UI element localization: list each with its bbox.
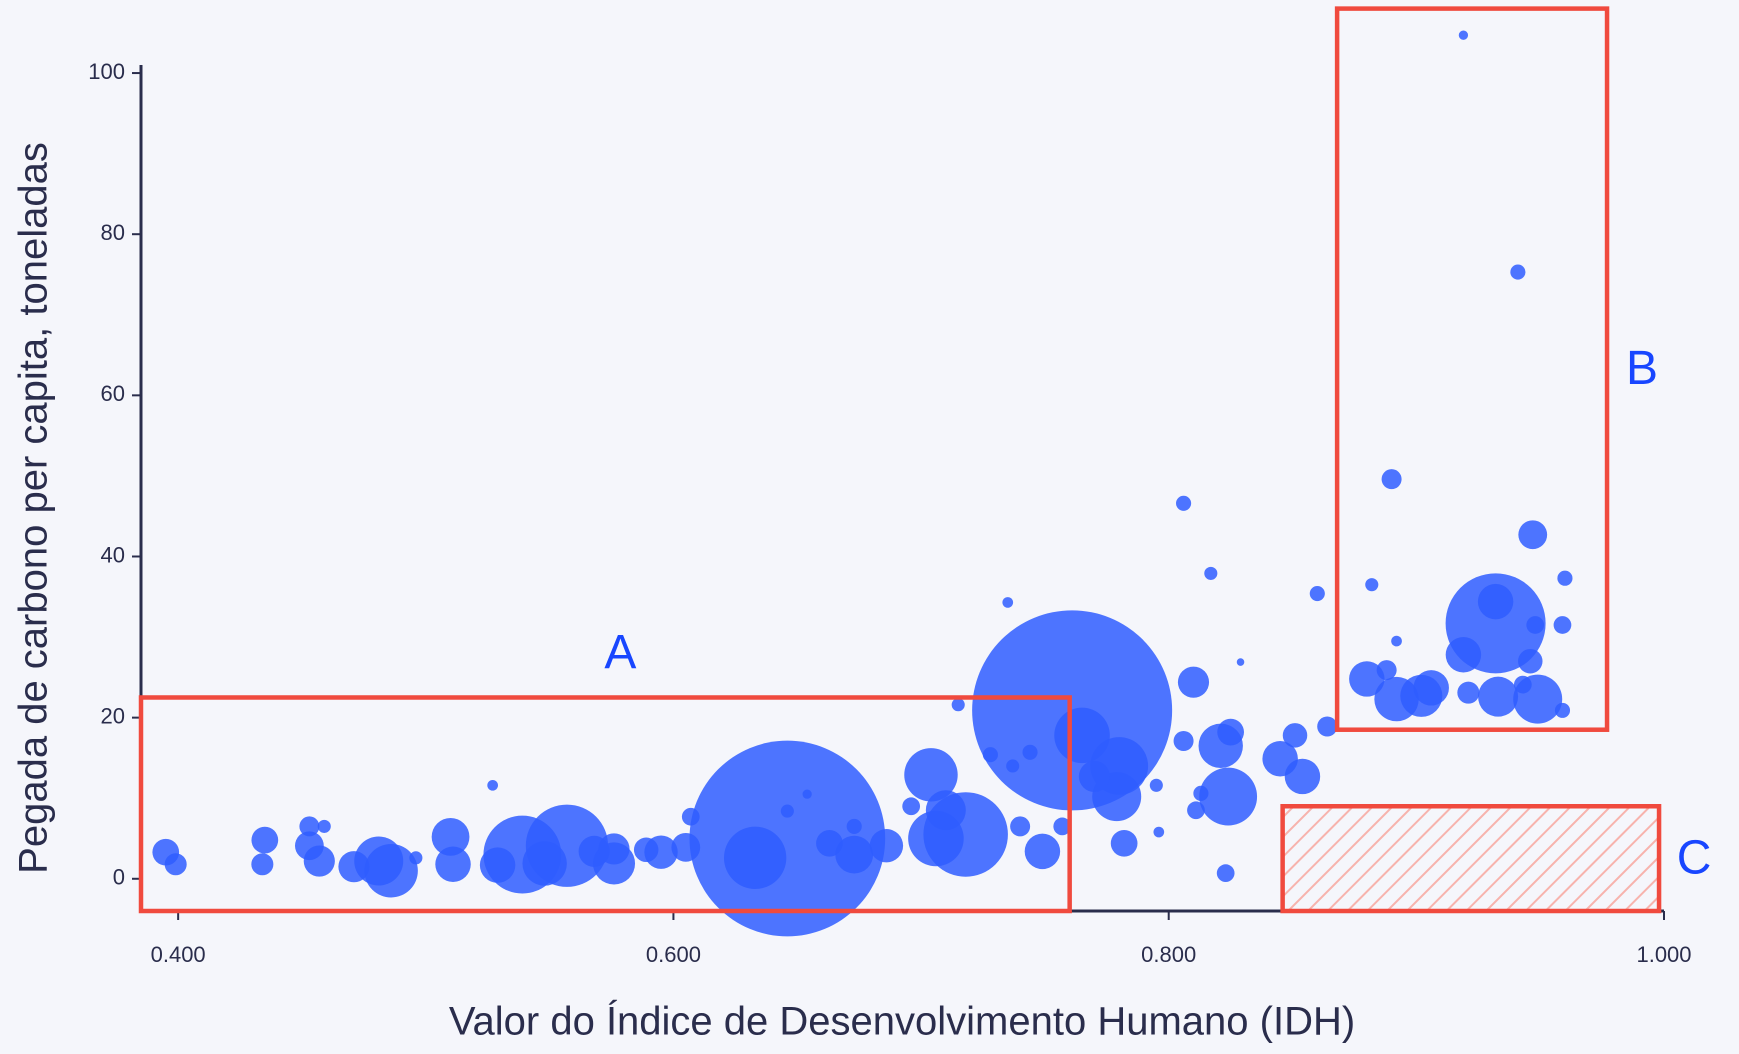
y-tick-label: 20 — [101, 703, 125, 728]
bubble — [1510, 264, 1526, 280]
bubble — [1199, 767, 1258, 826]
bubble — [1002, 597, 1014, 608]
bubble — [598, 833, 630, 865]
bubble — [802, 789, 812, 799]
bubble — [303, 845, 335, 877]
bubble — [1173, 730, 1194, 751]
bubble — [409, 851, 423, 865]
bubble — [1376, 660, 1397, 681]
bubble — [1053, 817, 1072, 836]
bubble — [1024, 833, 1061, 870]
bubble — [644, 835, 678, 869]
bubble — [1177, 666, 1210, 698]
region-label: B — [1626, 342, 1658, 395]
bubble — [1526, 616, 1545, 634]
bubble — [1149, 778, 1163, 792]
bubble — [317, 819, 331, 833]
bubble — [904, 748, 958, 802]
bubble — [522, 841, 567, 886]
bubble — [1518, 648, 1543, 674]
bubble — [1217, 718, 1244, 746]
bubble — [1557, 570, 1573, 586]
bubble — [1110, 829, 1138, 857]
bubble — [1010, 816, 1031, 837]
bubble — [951, 698, 965, 712]
bubble — [1309, 585, 1325, 602]
region-label: C — [1677, 831, 1712, 884]
bubble — [1457, 681, 1480, 704]
bubble — [1236, 658, 1245, 666]
bubble — [1445, 637, 1482, 673]
bubble — [1317, 716, 1338, 737]
bubble — [835, 835, 874, 874]
bubble — [1365, 578, 1379, 592]
bubble — [1216, 864, 1235, 882]
bubble — [780, 804, 794, 818]
bubble — [908, 810, 964, 867]
bubble — [1193, 785, 1209, 801]
x-tick-label: 0.400 — [151, 942, 206, 967]
bubble — [251, 853, 274, 876]
bubble — [1176, 495, 1192, 511]
bubble — [689, 740, 886, 937]
bubble — [1187, 801, 1205, 820]
bubble — [299, 816, 320, 837]
bubble — [846, 818, 862, 834]
region-box — [1334, 6, 1610, 732]
x-tick-label: 0.800 — [1141, 942, 1196, 967]
y-tick-label: 60 — [101, 381, 125, 406]
region-box — [138, 695, 1072, 914]
bubble — [435, 846, 471, 882]
bubble — [1413, 670, 1449, 706]
y-axis-title: Pegada de carbono per capita, toneladas — [12, 142, 56, 874]
bubble — [1284, 758, 1321, 795]
bubble — [1553, 616, 1572, 634]
bubble — [902, 797, 921, 816]
bubble — [1478, 676, 1519, 717]
y-tick-label: 40 — [101, 542, 125, 567]
x-axis-title: Valor do Índice de Desenvolvimento Human… — [449, 999, 1355, 1044]
y-tick-label: 100 — [88, 59, 125, 84]
bubble — [1078, 760, 1111, 793]
bubble — [1282, 723, 1308, 748]
y-tick-label: 80 — [101, 220, 125, 245]
bubble — [251, 826, 279, 854]
bubble — [164, 853, 187, 876]
bubble — [487, 779, 498, 791]
bubble — [1391, 635, 1402, 647]
bubble — [1153, 826, 1165, 838]
bubble — [1204, 566, 1218, 580]
bubble — [869, 829, 904, 863]
bubble — [364, 843, 418, 898]
bubble — [431, 817, 470, 856]
bubble — [1518, 520, 1548, 550]
x-tick-label: 0.600 — [646, 942, 701, 967]
bubble — [1458, 30, 1469, 40]
bubble — [1349, 661, 1385, 697]
bubble — [1381, 469, 1402, 490]
bubble — [723, 826, 787, 889]
bubble — [1554, 702, 1571, 718]
x-tick-label: 1.000 — [1636, 942, 1691, 967]
region-box — [1280, 804, 1662, 914]
y-tick-label: 0 — [113, 865, 125, 890]
bubble — [1513, 675, 1532, 694]
bubble — [1477, 583, 1514, 620]
region-label: A — [604, 626, 636, 679]
